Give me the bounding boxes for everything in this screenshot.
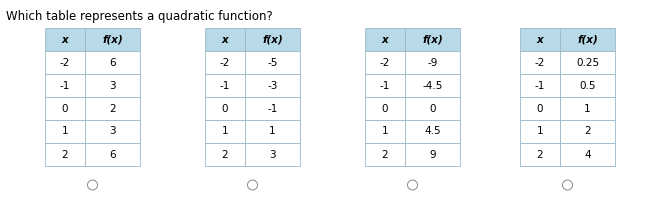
Text: 1: 1 <box>221 126 228 137</box>
Bar <box>205 143 245 166</box>
Bar <box>405 97 460 120</box>
Text: -5: -5 <box>267 57 278 68</box>
Bar <box>365 143 405 166</box>
Bar <box>520 120 560 143</box>
Bar <box>520 51 560 74</box>
Text: -2: -2 <box>60 57 70 68</box>
Text: x: x <box>221 34 228 44</box>
Bar <box>560 28 615 51</box>
Bar <box>245 97 300 120</box>
Bar <box>520 74 560 97</box>
Text: 1: 1 <box>382 126 389 137</box>
Text: -4.5: -4.5 <box>422 81 443 90</box>
Text: 1: 1 <box>62 126 68 137</box>
Bar <box>45 97 85 120</box>
Text: 1: 1 <box>536 126 543 137</box>
Text: 0: 0 <box>382 103 389 114</box>
Text: 2: 2 <box>62 150 68 159</box>
Text: x: x <box>536 34 544 44</box>
Text: -1: -1 <box>380 81 391 90</box>
Bar <box>520 28 560 51</box>
Bar <box>85 51 140 74</box>
Text: x: x <box>62 34 68 44</box>
Text: 3: 3 <box>109 81 116 90</box>
Bar <box>205 97 245 120</box>
Bar <box>560 120 615 143</box>
Text: 3: 3 <box>269 150 276 159</box>
Text: 0.25: 0.25 <box>576 57 599 68</box>
Bar <box>245 143 300 166</box>
Text: -1: -1 <box>220 81 230 90</box>
Bar <box>45 51 85 74</box>
Bar <box>405 51 460 74</box>
Bar <box>560 143 615 166</box>
Text: 0: 0 <box>62 103 68 114</box>
Text: 1: 1 <box>269 126 276 137</box>
Text: 0: 0 <box>429 103 436 114</box>
Text: 9: 9 <box>429 150 436 159</box>
Text: -1: -1 <box>535 81 545 90</box>
Text: 1: 1 <box>584 103 591 114</box>
Bar <box>245 120 300 143</box>
Text: 0: 0 <box>537 103 543 114</box>
Text: -2: -2 <box>535 57 545 68</box>
Bar <box>245 74 300 97</box>
Text: f(x): f(x) <box>577 34 598 44</box>
Text: x: x <box>382 34 389 44</box>
Text: -1: -1 <box>267 103 278 114</box>
Bar <box>365 97 405 120</box>
Text: 2: 2 <box>221 150 228 159</box>
Text: 6: 6 <box>109 150 116 159</box>
Bar <box>205 120 245 143</box>
Text: -1: -1 <box>60 81 70 90</box>
Text: -2: -2 <box>380 57 391 68</box>
Bar <box>45 143 85 166</box>
Bar <box>560 97 615 120</box>
Text: f(x): f(x) <box>102 34 123 44</box>
Bar <box>245 28 300 51</box>
Bar <box>405 74 460 97</box>
Text: -9: -9 <box>428 57 438 68</box>
Text: 2: 2 <box>109 103 116 114</box>
Text: 6: 6 <box>109 57 116 68</box>
Text: 4.5: 4.5 <box>424 126 441 137</box>
Bar <box>560 74 615 97</box>
Bar <box>205 51 245 74</box>
Text: 4: 4 <box>584 150 591 159</box>
Bar <box>85 74 140 97</box>
Bar <box>85 120 140 143</box>
Text: 0: 0 <box>221 103 228 114</box>
Text: f(x): f(x) <box>422 34 443 44</box>
Bar <box>45 28 85 51</box>
Bar <box>85 97 140 120</box>
Bar <box>365 51 405 74</box>
Text: 2: 2 <box>382 150 389 159</box>
Bar <box>365 28 405 51</box>
Text: Which table represents a quadratic function?: Which table represents a quadratic funct… <box>6 10 272 23</box>
Bar <box>405 120 460 143</box>
Bar <box>245 51 300 74</box>
Bar <box>45 120 85 143</box>
Text: 3: 3 <box>109 126 116 137</box>
Bar <box>45 74 85 97</box>
Bar <box>405 28 460 51</box>
Text: -2: -2 <box>220 57 230 68</box>
Bar <box>85 28 140 51</box>
Bar <box>405 143 460 166</box>
Bar <box>365 74 405 97</box>
Text: 2: 2 <box>536 150 543 159</box>
Bar <box>85 143 140 166</box>
Text: 0.5: 0.5 <box>579 81 596 90</box>
Bar <box>205 28 245 51</box>
Bar <box>365 120 405 143</box>
Text: -3: -3 <box>267 81 278 90</box>
Bar <box>560 51 615 74</box>
Bar <box>205 74 245 97</box>
Text: 2: 2 <box>584 126 591 137</box>
Text: f(x): f(x) <box>262 34 283 44</box>
Bar <box>520 97 560 120</box>
Bar <box>520 143 560 166</box>
